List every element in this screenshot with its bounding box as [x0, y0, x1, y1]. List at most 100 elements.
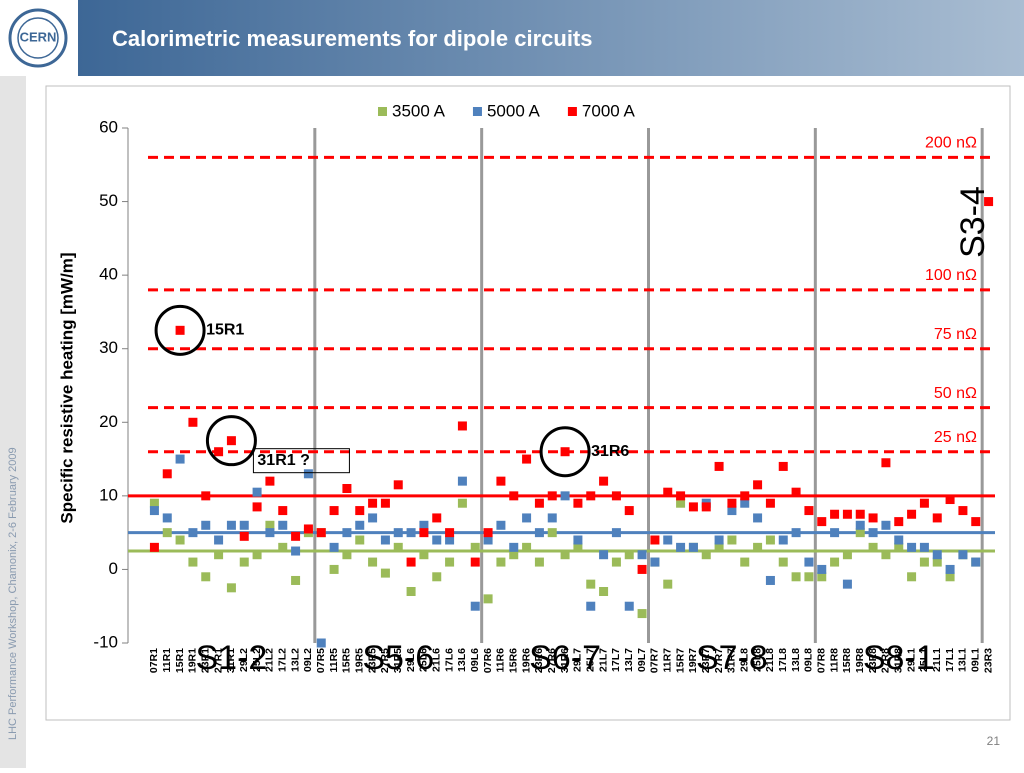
x-tick-label: 29L1	[905, 648, 917, 672]
data-point	[624, 601, 634, 611]
x-tick-label: 31R8	[893, 648, 905, 673]
data-point	[278, 542, 288, 552]
data-point	[676, 542, 686, 552]
x-tick-label: 23R8	[867, 648, 879, 673]
data-point	[522, 454, 532, 464]
x-tick-label: 21L8	[764, 648, 776, 672]
x-tick-label: 13L1	[957, 648, 969, 672]
x-tick-label: 07R1	[148, 648, 160, 673]
legend-label: 5000 A	[487, 101, 541, 120]
data-point	[727, 506, 737, 516]
x-tick-label: 25L7	[585, 648, 597, 672]
reference-label: 75 nΩ	[934, 326, 977, 343]
data-point	[509, 542, 519, 552]
data-point	[188, 528, 198, 538]
data-point	[188, 557, 198, 567]
data-point	[432, 572, 442, 582]
x-tick-label: 15R1	[174, 648, 186, 673]
data-point	[765, 575, 775, 585]
data-point	[894, 535, 904, 545]
data-point	[919, 542, 929, 552]
x-tick-label: 07R5	[315, 648, 327, 673]
y-axis-label: Specific resistive heating [mW/m]	[57, 252, 76, 523]
data-point	[214, 535, 224, 545]
x-tick-label: 13L7	[623, 648, 635, 672]
x-tick-label: 15R5	[341, 648, 353, 673]
data-point	[676, 491, 686, 501]
data-point	[868, 528, 878, 538]
x-tick-label: 29L2	[238, 648, 250, 672]
data-point	[303, 524, 313, 534]
data-point	[393, 480, 403, 490]
x-tick-label: 25L2	[251, 648, 263, 672]
x-tick-label: 21L6	[431, 648, 443, 672]
data-point	[470, 601, 480, 611]
x-tick-label: 29L6	[405, 648, 417, 672]
x-tick-label: 25L1	[918, 648, 930, 672]
data-point	[663, 535, 673, 545]
data-point	[291, 575, 301, 585]
x-tick-label: 09L8	[803, 648, 815, 672]
data-point	[971, 517, 981, 527]
data-point	[252, 502, 262, 512]
data-point	[342, 484, 352, 493]
x-tick-label: 27R6	[546, 648, 558, 673]
data-point	[380, 498, 390, 508]
data-point	[907, 509, 917, 519]
data-point	[483, 535, 493, 545]
page-number: 21	[987, 734, 1001, 748]
data-point	[560, 550, 570, 560]
y-tick-label: 20	[99, 412, 118, 431]
data-point	[291, 546, 301, 556]
data-point	[778, 557, 788, 567]
x-tick-label: 19R1	[187, 648, 199, 673]
data-point	[265, 528, 275, 538]
data-point	[239, 531, 249, 541]
data-point	[162, 528, 172, 538]
data-point	[599, 587, 609, 596]
data-point	[958, 550, 968, 560]
data-point	[586, 491, 596, 501]
data-point	[162, 469, 172, 479]
data-point	[329, 564, 339, 574]
data-point	[881, 550, 891, 560]
data-point	[830, 509, 840, 519]
data-point	[650, 557, 660, 567]
data-point	[470, 557, 480, 567]
data-point	[355, 535, 365, 545]
x-tick-label: 19R8	[854, 648, 866, 673]
data-point	[817, 572, 827, 582]
data-point	[278, 506, 288, 516]
x-tick-label: 25L6	[418, 648, 430, 672]
chart-frame	[45, 85, 1011, 721]
x-tick-label: 31R6	[559, 648, 571, 673]
x-tick-label: 27R1	[212, 648, 224, 673]
x-tick-label: 29L7	[572, 648, 584, 672]
data-point	[753, 480, 763, 490]
x-tick-label: 23R5	[366, 648, 378, 673]
data-point	[432, 535, 442, 545]
data-point	[586, 579, 596, 589]
x-tick-label: 11R6	[495, 648, 507, 673]
x-tick-label: 09L6	[469, 648, 481, 672]
x-tick-label: 11R5	[328, 648, 340, 673]
data-point	[714, 535, 724, 545]
x-tick-label: 21L7	[597, 648, 609, 672]
data-point	[214, 447, 224, 457]
data-point	[894, 542, 904, 552]
data-point	[406, 528, 416, 538]
data-point	[226, 436, 236, 446]
x-tick-label: 07R7	[649, 648, 661, 673]
reference-label: 200 nΩ	[925, 135, 977, 152]
data-point	[599, 476, 609, 486]
data-point	[355, 520, 365, 530]
data-point	[252, 487, 262, 497]
data-point	[483, 528, 493, 538]
data-point	[214, 550, 224, 560]
data-point	[919, 498, 929, 508]
reference-label: 100 nΩ	[925, 267, 977, 284]
x-tick-label: 31R7	[726, 648, 738, 673]
data-point	[791, 528, 801, 538]
data-point	[239, 520, 249, 530]
legend-label: 3500 A	[392, 101, 446, 120]
